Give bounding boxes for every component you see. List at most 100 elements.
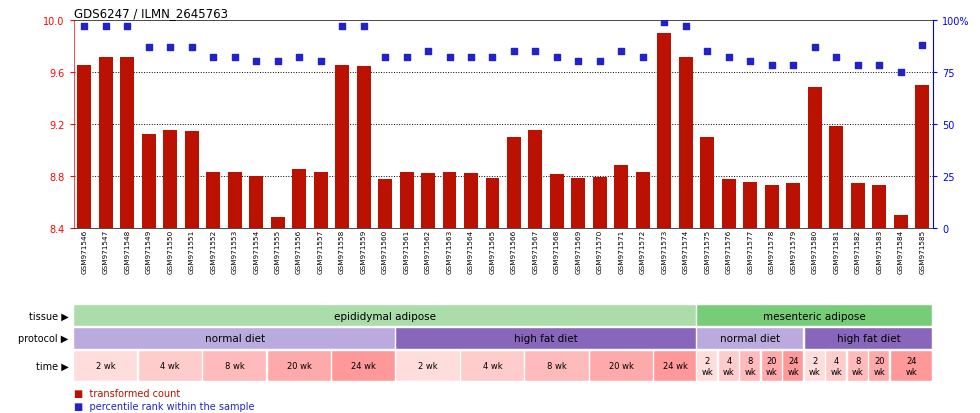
Bar [397,351,460,381]
Text: 24
wk: 24 wk [787,356,799,375]
Point [270,59,285,65]
Bar [571,179,585,228]
Bar [826,351,847,381]
Bar [206,172,220,228]
Bar [783,351,804,381]
Bar [786,184,801,228]
Bar [461,351,524,381]
Bar [851,184,864,228]
Text: 20 wk: 20 wk [287,361,312,370]
Bar [614,166,628,228]
Point [226,55,242,61]
Bar [525,351,589,381]
Bar [744,183,758,228]
Bar [400,172,414,228]
Text: GDS6247 / ILMN_2645763: GDS6247 / ILMN_2645763 [74,7,227,19]
Bar [697,305,932,326]
Text: 2
wk: 2 wk [808,356,820,375]
Bar [701,137,714,228]
Point [334,24,350,30]
Text: 24 wk: 24 wk [662,361,688,370]
Text: ■  transformed count: ■ transformed count [74,388,179,398]
Point [570,59,586,65]
Bar [679,58,693,228]
Point [506,48,521,55]
Bar [808,88,822,228]
Text: 4
wk: 4 wk [830,356,842,375]
Bar [872,185,886,228]
Bar [270,218,284,228]
Point [527,48,543,55]
Bar [915,85,929,228]
Point [464,55,479,61]
Text: time ▶: time ▶ [36,361,69,371]
Point [184,44,200,51]
Bar [636,172,650,228]
Bar [894,215,907,228]
Text: 8
wk: 8 wk [745,356,757,375]
Bar [829,127,843,228]
Text: 8 wk: 8 wk [547,361,566,370]
Bar [722,180,736,228]
Bar [718,351,739,381]
Bar [550,175,564,228]
Bar [314,172,327,228]
Text: 20 wk: 20 wk [609,361,634,370]
Point [743,59,759,65]
Bar [764,185,779,228]
Bar [99,58,113,228]
Point [313,59,328,65]
Bar [138,351,202,381]
Text: 24
wk: 24 wk [906,356,917,375]
Bar [869,351,889,381]
Bar [203,351,267,381]
Text: normal diet: normal diet [720,333,780,344]
Point [678,24,694,30]
Text: 2 wk: 2 wk [96,361,116,370]
Bar [292,170,306,228]
Text: mesenteric adipose: mesenteric adipose [763,311,866,321]
Bar [378,180,392,228]
Bar [528,131,543,228]
Point [485,55,501,61]
Text: high fat diet: high fat diet [837,333,901,344]
Point [206,55,221,61]
Point [807,44,822,51]
Bar [357,67,370,228]
Point [98,24,114,30]
Point [377,55,393,61]
Point [893,69,908,76]
Point [248,59,264,65]
Point [613,48,629,55]
Point [828,55,844,61]
Point [764,63,780,69]
Bar [332,351,395,381]
Bar [697,351,717,381]
Point [291,55,307,61]
Point [721,55,737,61]
Bar [184,132,199,228]
Text: 24 wk: 24 wk [351,361,376,370]
Text: 4 wk: 4 wk [483,361,503,370]
Bar [249,176,263,228]
Bar [227,172,242,228]
Bar [761,351,782,381]
Bar [464,173,478,228]
Text: tissue ▶: tissue ▶ [28,311,69,321]
Bar [142,135,156,228]
Bar [335,66,349,228]
Bar [740,351,760,381]
Point [850,63,865,69]
Text: 2
wk: 2 wk [702,356,713,375]
Bar [397,328,696,349]
Point [635,55,651,61]
Text: 8
wk: 8 wk [852,356,863,375]
Bar [74,305,696,326]
Point [549,55,564,61]
Text: 4 wk: 4 wk [161,361,180,370]
Bar [848,351,868,381]
Text: 2 wk: 2 wk [418,361,438,370]
Bar [593,178,607,228]
Text: epididymal adipose: epididymal adipose [334,311,436,321]
Bar [485,179,500,228]
